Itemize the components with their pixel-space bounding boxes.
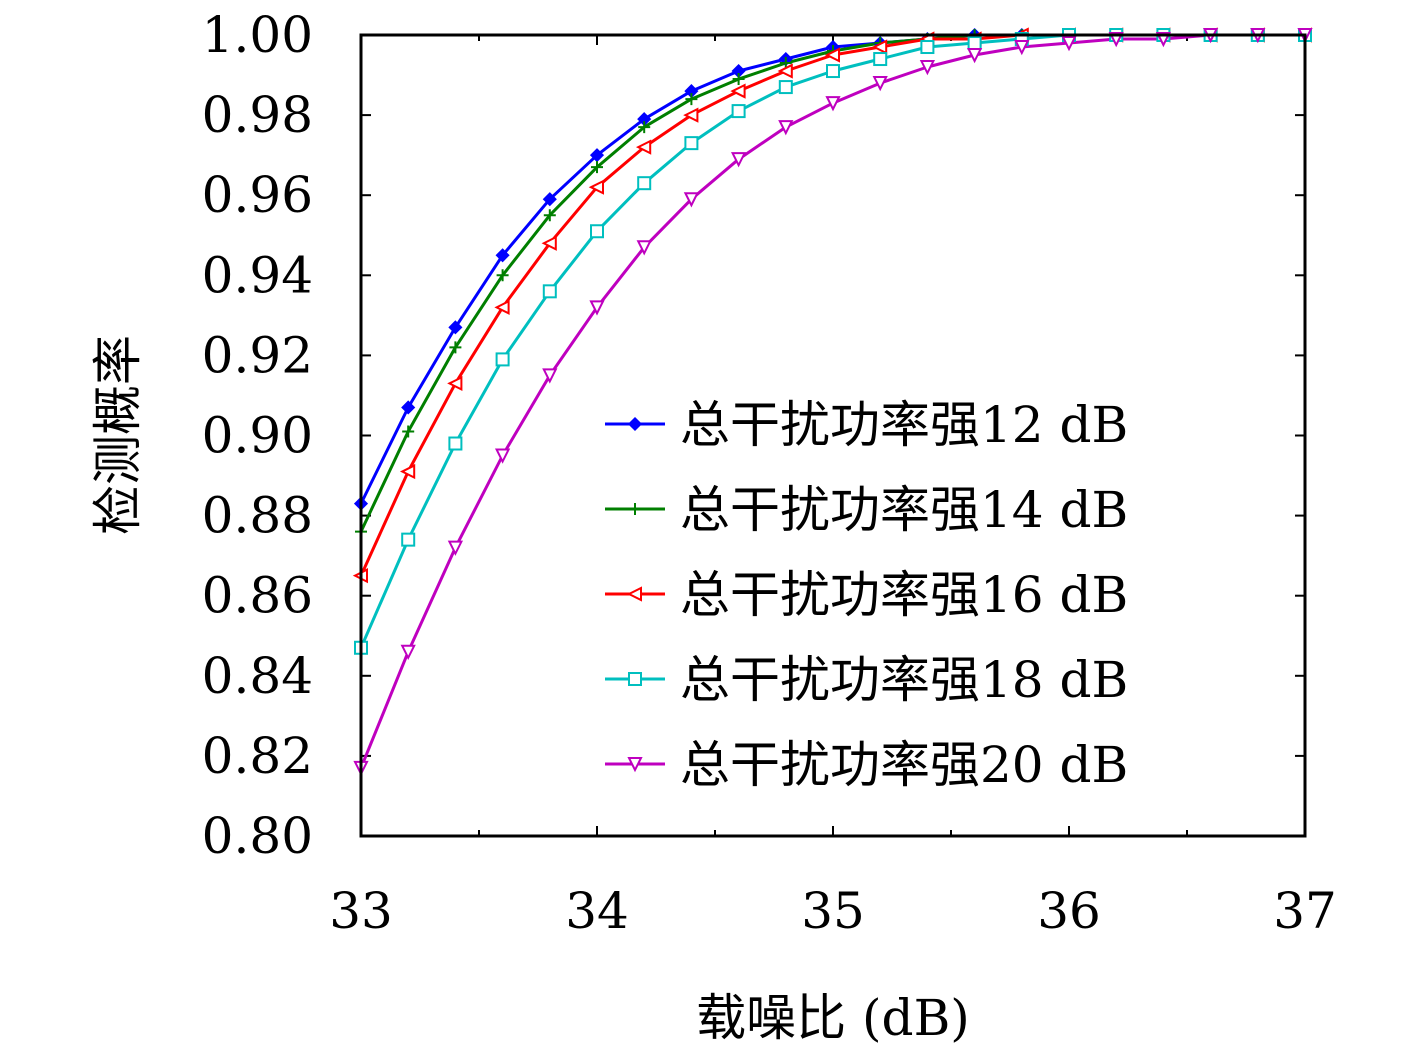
- x-tick-label: 34: [565, 882, 629, 940]
- series-5-point: [542, 368, 558, 384]
- y-tick-label: 0.80: [202, 807, 313, 865]
- x-tick-label: 36: [1037, 882, 1101, 940]
- y-tick-label: 1.00: [202, 6, 313, 64]
- series-3-point: [588, 179, 604, 195]
- series-4-point: [684, 136, 699, 151]
- y-tick-label: 0.96: [202, 166, 313, 224]
- series-4-point: [637, 176, 652, 191]
- series-4-point: [495, 352, 510, 367]
- legend-marker-1: [627, 416, 643, 432]
- series-4-point: [826, 64, 840, 79]
- series-5-point: [730, 152, 747, 168]
- series-1-point: [495, 248, 510, 263]
- legend-marker-5: [627, 757, 643, 773]
- y-tick-label: 0.90: [202, 407, 313, 465]
- series-5-point: [966, 48, 983, 64]
- series-3-point: [447, 375, 463, 392]
- legend-marker-2: [629, 503, 641, 515]
- series-2-point: [543, 209, 556, 222]
- series-5-point: [636, 240, 652, 256]
- series-5-point: [1014, 40, 1030, 56]
- series-2-point: [732, 73, 745, 86]
- series-4-point: [920, 40, 935, 55]
- series-5-point: [400, 644, 416, 661]
- series-5-point: [778, 120, 794, 136]
- series-4-point: [542, 284, 557, 299]
- series-2-point: [449, 341, 462, 354]
- series-4-point: [967, 36, 982, 51]
- x-tick-label: 33: [329, 882, 393, 940]
- y-tick-label: 0.84: [202, 647, 313, 705]
- series-1-point: [401, 400, 416, 415]
- series-4-point: [731, 104, 746, 119]
- series-4-point: [590, 224, 604, 239]
- x-tick-label: 35: [801, 882, 865, 940]
- series-2-point: [496, 269, 509, 282]
- series-1-point: [542, 192, 557, 207]
- series-2-point: [402, 425, 415, 438]
- y-tick-label: 0.86: [202, 567, 313, 625]
- series-5-point: [872, 76, 888, 92]
- series-2-point: [591, 161, 603, 174]
- y-tick-label: 0.98: [202, 86, 313, 144]
- series-3-point: [777, 63, 793, 79]
- y-tick-label: 0.88: [202, 487, 313, 545]
- series-3-point: [683, 107, 699, 123]
- y-tick-labels: 0.80 0.82 0.84 0.86 0.88 0.90 0.92 0.94 0.96 0.98…: [202, 6, 313, 865]
- series-1-point: [589, 148, 605, 163]
- legend-label-3: 总干扰功率强16 dB: [680, 566, 1128, 624]
- legend-label-5: 总干扰功率强20 dB: [680, 736, 1128, 794]
- series-2-point: [638, 121, 651, 134]
- legend-label-4: 总干扰功率强18 dB: [680, 651, 1128, 709]
- series-5-point: [1061, 36, 1077, 52]
- series-3-point: [399, 463, 416, 480]
- y-tick-label: 0.92: [202, 326, 313, 384]
- legend: 总干扰功率强12 dB 总干扰功率强14 dB 总干扰功率强16 dB 总干扰功率强1…: [605, 396, 1128, 794]
- series-2-point: [685, 93, 698, 106]
- series-3-point: [635, 139, 652, 155]
- legend-marker-4: [628, 672, 642, 686]
- series-5-point: [494, 448, 511, 464]
- y-tick-label: 0.94: [202, 246, 313, 304]
- legend-label-1: 总干扰功率强12 dB: [680, 396, 1128, 454]
- x-tick-labels: 33 34 35 36 37: [329, 882, 1337, 940]
- y-tick-label: 0.82: [202, 727, 313, 785]
- legend-marker-3: [626, 586, 642, 602]
- series-3-point: [730, 83, 746, 99]
- series-5-point: [589, 300, 605, 316]
- series-5-point: [683, 192, 700, 208]
- series-1-point: [448, 320, 463, 335]
- y-axis-title: 检测概率: [89, 335, 147, 535]
- series-4-point: [448, 436, 463, 451]
- legend-label-2: 总干扰功率强14 dB: [680, 481, 1128, 539]
- series-3-point: [824, 47, 840, 63]
- series-5-point: [447, 540, 464, 556]
- series-4-point: [873, 52, 888, 67]
- series-4-point: [401, 532, 416, 547]
- x-axis-title: 载噪比 (dB): [696, 989, 970, 1047]
- series-3-point: [541, 235, 557, 251]
- plot-background: [361, 35, 1305, 836]
- series-3-point: [494, 299, 510, 315]
- series-3-point: [871, 39, 888, 55]
- plot-frame: [359, 33, 1307, 838]
- x-tick-label: 37: [1273, 882, 1337, 940]
- series-5-point: [919, 60, 936, 76]
- series-5-point: [825, 96, 841, 112]
- series-4-point: [778, 80, 793, 95]
